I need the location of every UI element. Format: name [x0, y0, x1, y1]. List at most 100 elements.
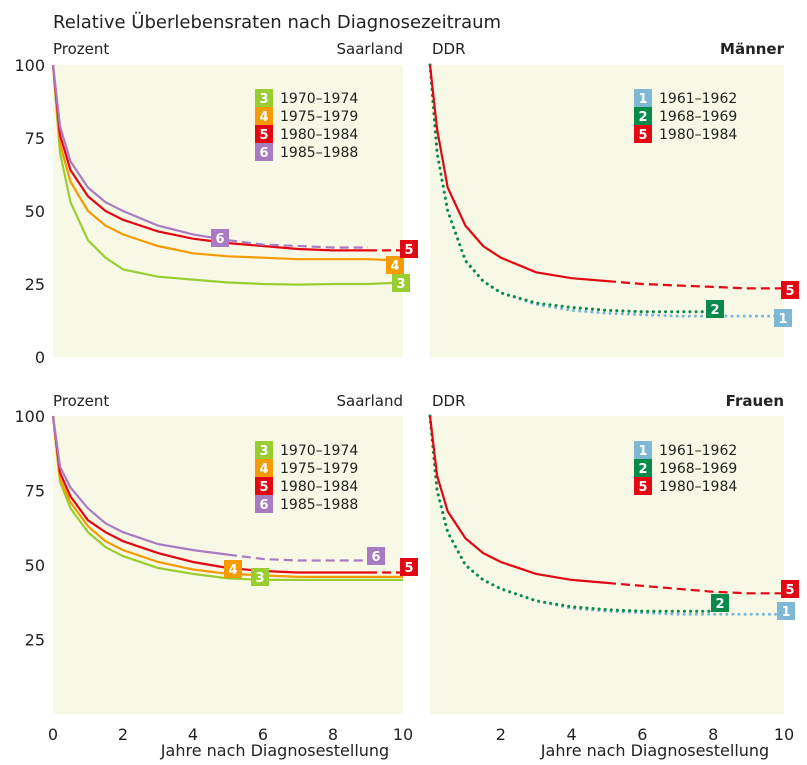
men-saarland-series-badge-6-bg	[211, 229, 229, 247]
women-ddr-series-badge-5: 5	[785, 583, 794, 598]
women-ddr-xtick-8: 8	[708, 725, 718, 744]
women-ddr-line-5-dashed	[606, 581, 784, 595]
women-saarland-xtick-2: 2	[118, 725, 128, 744]
men-ddr-legend-badge-2-bg	[634, 107, 652, 125]
men-ddr-series-badge-2: 2	[710, 303, 719, 318]
women-saarland-line-6-dashed	[227, 553, 368, 562]
women-ddr-legend-badge-1: 1	[638, 444, 647, 459]
women-saarland-ytick-50: 50	[25, 556, 45, 575]
women-saarland-region: Saarland	[337, 392, 403, 410]
women-ddr-legend-label-2: 1968–1969	[659, 461, 737, 477]
men-ddr-region: DDR	[432, 40, 466, 58]
women-saarland-legend-badge-5: 5	[259, 480, 268, 495]
women-ddr-xtick-2: 2	[496, 725, 506, 744]
women-saarland-series-badge-6-bg	[367, 547, 385, 565]
women-saarland-legend-label-3: 1970–1974	[280, 443, 358, 459]
women-ddr-line-2	[428, 414, 715, 613]
women-saarland-xtick-0: 0	[48, 725, 58, 744]
men-saarland-legend-label-4: 1975–1979	[280, 109, 358, 125]
women-ddr-series-badge-2: 2	[715, 597, 724, 612]
women-ddr-series-badge-1: 1	[781, 605, 790, 620]
women-saarland-series-badge-4-bg	[224, 560, 242, 578]
women-saarland-ytick-25: 25	[25, 631, 45, 650]
men-saarland-legend-badge-6-bg	[255, 143, 273, 161]
women-saarland-legend-label-4: 1975–1979	[280, 461, 358, 477]
women-saarland-ytick-100: 100	[14, 407, 45, 426]
women-saarland-series-badge-4: 4	[228, 563, 237, 578]
women-saarland-line-4	[51, 415, 403, 578]
women-saarland-legend-badge-4-bg	[255, 459, 273, 477]
women-ddr-series-badge-2-bg	[711, 594, 729, 612]
men-ddr-legend-badge-5-bg	[634, 125, 652, 143]
men-saarland-series-badge-4: 4	[390, 259, 399, 274]
women-saarland-legend-badge-5-bg	[255, 477, 273, 495]
women-ddr-line-1	[428, 414, 786, 616]
women-saarland-series-badge-3-bg	[251, 568, 269, 586]
men-saarland-legend-badge-3-bg	[255, 89, 273, 107]
men-saarland-series-badge-6: 6	[215, 232, 224, 247]
women-ddr-series-badge-5-bg	[781, 580, 799, 598]
women-ddr-legend-label-1: 1961–1962	[659, 443, 737, 459]
women-saarland-legend-badge-4: 4	[259, 462, 268, 477]
men-ddr-series-badge-2-bg	[706, 300, 724, 318]
men-saarland-line-5	[51, 64, 368, 252]
men-ddr-legend-label-5: 1980–1984	[659, 127, 737, 143]
women-ddr-xtick-6: 6	[637, 725, 647, 744]
men-saarland-series-badge-5-bg	[400, 240, 418, 258]
women-saarland-legend-label-5: 1980–1984	[280, 479, 358, 495]
women-saarland-series-badge-5: 5	[404, 561, 413, 576]
men-saarland-legend-badge-6: 6	[259, 146, 268, 161]
chart-title: Relative Überlebensraten nach Diagnoseze…	[53, 11, 501, 33]
men-ddr-legend-badge-2: 2	[638, 110, 647, 125]
men-ddr-series-badge-5: 5	[785, 284, 794, 299]
women-ddr-legend-label-5: 1980–1984	[659, 479, 737, 495]
men-saarland-line-4	[51, 64, 404, 262]
men-ddr-series-badge-1: 1	[778, 312, 787, 327]
women-saarland-line-5	[51, 415, 368, 574]
women-saarland-xtick-6: 6	[258, 725, 268, 744]
men-saarland-region: Saarland	[337, 40, 403, 58]
men-saarland-series-badge-3-bg	[392, 274, 410, 292]
women-ddr-legend-badge-5: 5	[638, 480, 647, 495]
men-saarland-ytick-25: 25	[25, 275, 45, 294]
women-ddr-xtick-4: 4	[567, 725, 577, 744]
men-saarland-legend-badge-4-bg	[255, 107, 273, 125]
men-saarland-legend-label-5: 1980–1984	[280, 127, 358, 143]
women-saarland-legend-badge-3-bg	[255, 441, 273, 459]
men-saarland-legend-badge-4: 4	[259, 110, 268, 125]
men-ddr-legend-badge-5: 5	[638, 128, 647, 143]
women-saarland-legend-label-6: 1985–1988	[280, 497, 358, 513]
men-saarland-ytick-75: 75	[25, 129, 45, 148]
panel-men-saarland-bg	[53, 65, 403, 357]
men-ddr-series-badge-5-bg	[781, 281, 799, 299]
women-ddr-legend-badge-5-bg	[634, 477, 652, 495]
women-saarland-legend-badge-6-bg	[255, 495, 273, 513]
men-ddr-legend-badge-1-bg	[634, 89, 652, 107]
women-ddr-region: DDR	[432, 392, 466, 410]
men-saarland-series-badge-3: 3	[396, 277, 405, 292]
women-saarland-legend-badge-6: 6	[259, 498, 268, 513]
men-saarland-line-6	[51, 64, 229, 242]
women-saarland-ytick-75: 75	[25, 482, 45, 501]
women-saarland-legend-badge-3: 3	[259, 444, 268, 459]
men-saarland-legend-badge-3: 3	[259, 92, 268, 107]
women-saarland-series-badge-3: 3	[255, 571, 264, 586]
women-ddr-series-badge-1-bg	[777, 602, 795, 620]
women-saarland-xlabel: Jahre nach Diagnosestellung	[160, 741, 389, 760]
women-ddr-xlabel: Jahre nach Diagnosestellung	[540, 741, 769, 760]
women-ddr-xtick-10: 10	[774, 725, 794, 744]
men-saarland-series-badge-5: 5	[404, 243, 413, 258]
men-ddr-legend-label-1: 1961–1962	[659, 91, 737, 107]
men-saarland-ytick-0: 0	[35, 348, 45, 367]
women-saarland-xtick-10: 10	[393, 725, 413, 744]
men-saarland-series-badge-4-bg	[386, 256, 404, 274]
women-ddr-legend-badge-2: 2	[638, 462, 647, 477]
men-saarland-ytick-50: 50	[25, 202, 45, 221]
women-ddr-legend-badge-2-bg	[634, 459, 652, 477]
men-ddr-series-badge-1-bg	[774, 309, 792, 327]
men-saarland-legend-label-3: 1970–1974	[280, 91, 358, 107]
men-saarland-ytick-100: 100	[14, 56, 45, 75]
panel-men-ddr-bg	[430, 65, 784, 357]
women-saarland-series-badge-6: 6	[371, 550, 380, 565]
